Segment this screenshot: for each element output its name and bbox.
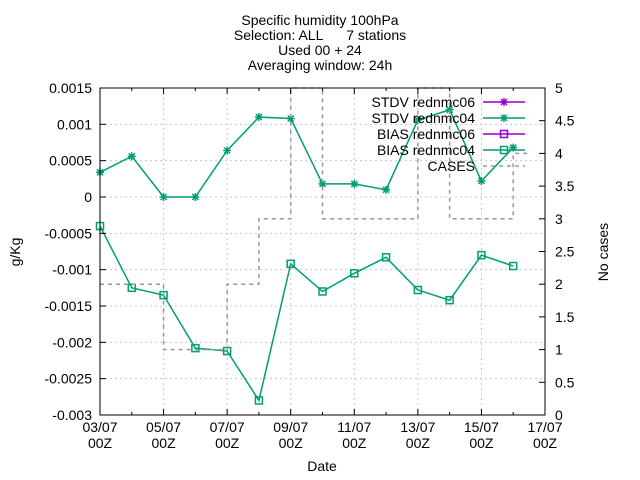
- legend-label: BIAS rednmc06: [377, 126, 475, 142]
- legend-label: STDV rednmc06: [372, 94, 476, 110]
- data-point-stroke: [382, 186, 390, 194]
- legend-marker: [500, 98, 508, 106]
- y2-tick-label: 4: [555, 145, 563, 161]
- x-tick-label: 15/07: [464, 419, 499, 435]
- y-tick-label: -0.0015: [45, 298, 93, 314]
- x-tick-label: 00Z: [279, 435, 304, 451]
- y2-tick-label: 0: [555, 407, 563, 423]
- x-tick-label: 00Z: [215, 435, 240, 451]
- chart-title-line-3: Used 00 + 24: [278, 42, 362, 58]
- data-point: [413, 285, 423, 295]
- y-tick-label: -0.003: [52, 407, 92, 423]
- x-tick-label: 00Z: [469, 435, 494, 451]
- data-point-stroke: [223, 146, 231, 155]
- legend-marker: [499, 145, 509, 155]
- data-point-stroke: [318, 180, 327, 188]
- data-point: [191, 193, 200, 201]
- legend-label: CASES: [428, 158, 475, 174]
- y-tick-label: 0.001: [57, 116, 92, 132]
- legend-marker: [500, 114, 508, 122]
- x-tick-label: 09/07: [273, 419, 308, 435]
- data-point-stroke: [287, 114, 295, 123]
- x-tick-label: 00Z: [152, 435, 177, 451]
- data-point: [159, 290, 168, 300]
- x-axis-label: Date: [307, 458, 337, 474]
- y-tick-label: -0.001: [52, 262, 92, 278]
- data-point-stroke: [128, 152, 136, 160]
- y2-tick-label: 0.5: [555, 374, 575, 390]
- x-tick-label: 03/07: [82, 419, 117, 435]
- data-point: [191, 343, 200, 353]
- x-tick-label: 11/07: [337, 419, 371, 435]
- legend-marker-stroke: [500, 98, 508, 106]
- y-tick-label: -0.0005: [45, 225, 93, 241]
- y2-tick-label: 4.5: [555, 113, 575, 129]
- data-point: [318, 287, 327, 296]
- data-point: [477, 177, 486, 186]
- data-point-stroke: [255, 113, 263, 121]
- data-point-stroke: [191, 193, 199, 201]
- x-tick-label: 00Z: [88, 435, 113, 451]
- data-point: [350, 179, 359, 188]
- chart-title-line-2: Selection: ALL 7 stations: [233, 27, 407, 43]
- data-point: [159, 193, 168, 201]
- data-point-stroke: [350, 180, 358, 188]
- chart-title-line-1: Specific humidity 100hPa: [241, 12, 399, 28]
- data-point-stroke: [160, 193, 168, 201]
- bias-rednmc04-line: [99, 225, 514, 403]
- x-tick-label: 13/07: [400, 419, 435, 435]
- stdv-rednmc04-line: [99, 108, 514, 198]
- series-layer: [95, 87, 530, 405]
- y2-tick-label: 3: [555, 211, 563, 227]
- y2-tick-label: 1.5: [555, 309, 575, 325]
- data-point: [350, 269, 359, 278]
- data-point: [382, 185, 391, 194]
- data-point: [381, 253, 391, 262]
- y-tick-label: 0: [84, 189, 92, 205]
- data-point-stroke: [477, 177, 485, 185]
- y2-tick-label: 2: [555, 276, 563, 292]
- y-tick-label: -0.002: [52, 334, 92, 350]
- axis-layer: 03/0700Z05/0700Z07/0700Z09/0700Z11/0700Z…: [45, 80, 575, 451]
- legend-label: STDV rednmc04: [372, 110, 476, 126]
- y2-axis-label: No cases: [595, 223, 611, 281]
- data-point: [286, 259, 295, 269]
- data-point: [223, 146, 232, 155]
- y2-tick-label: 1: [555, 342, 563, 358]
- legend-marker: [499, 129, 509, 139]
- x-tick-label: 00Z: [406, 435, 431, 451]
- legend-label: BIAS rednmc04: [377, 142, 475, 158]
- data-point: [508, 261, 518, 271]
- y2-tick-label: 2.5: [555, 244, 575, 260]
- y-tick-label: -0.0025: [45, 371, 93, 387]
- legend-marker-stroke: [500, 114, 508, 122]
- data-point: [254, 396, 264, 405]
- data-point: [127, 283, 137, 293]
- x-tick-label: 00Z: [533, 435, 558, 451]
- y-axis-label: g/Kg: [7, 238, 23, 267]
- chart-title-line-4: Averaging window: 24h: [247, 57, 393, 73]
- x-tick-label: 00Z: [342, 435, 367, 451]
- data-point: [477, 250, 486, 260]
- x-tick-label: 05/07: [146, 419, 181, 435]
- x-tick-label: 17/07: [527, 419, 562, 435]
- data-point: [445, 295, 454, 305]
- y-tick-label: 0.0005: [49, 153, 92, 169]
- x-tick-label: 07/07: [210, 419, 245, 435]
- y-tick-label: 0.0015: [49, 80, 92, 96]
- data-point: [254, 113, 263, 122]
- y2-tick-label: 3.5: [555, 178, 575, 194]
- y2-tick-label: 5: [555, 80, 563, 96]
- data-point: [127, 152, 136, 161]
